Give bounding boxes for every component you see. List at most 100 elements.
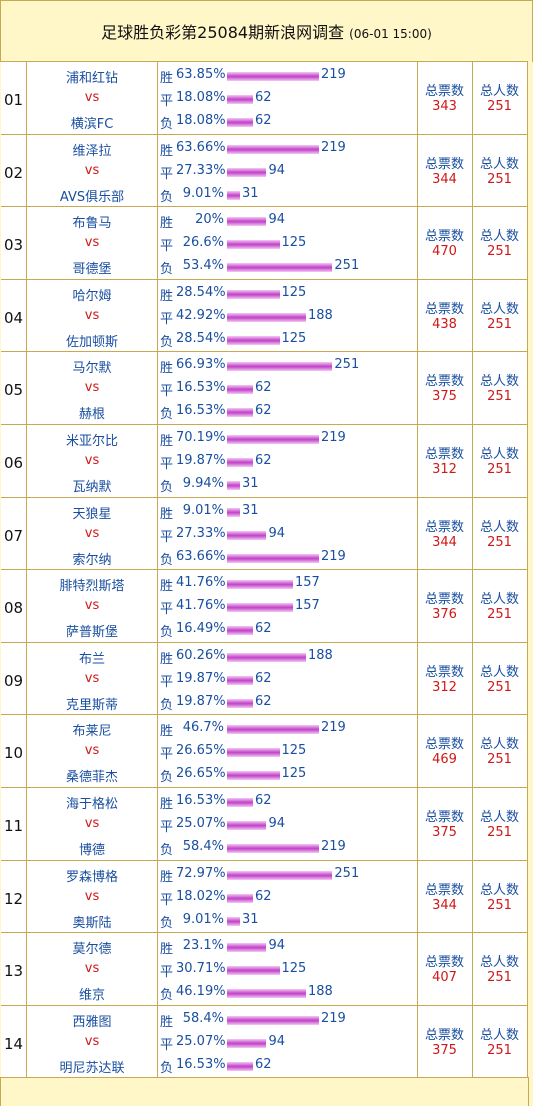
vote-bar xyxy=(227,943,267,953)
cell-border xyxy=(157,788,158,861)
match-no: 09 xyxy=(4,671,24,690)
cell-border xyxy=(417,860,418,934)
cell-border xyxy=(417,642,418,716)
away-team: 横滨FC xyxy=(70,117,114,132)
outcome: 平 xyxy=(160,1037,174,1053)
vs: vs xyxy=(84,307,100,323)
total-people: 251 xyxy=(487,752,512,768)
total-people-label: 总人数 xyxy=(479,737,519,753)
vote-bar xyxy=(227,263,333,273)
cell-border xyxy=(157,425,158,498)
cell-border xyxy=(527,570,528,643)
outcome: 平 xyxy=(160,892,174,908)
total-votes-label: 总票数 xyxy=(424,301,464,317)
percent: 18.02% xyxy=(176,888,226,904)
vote-count: 251 xyxy=(334,865,360,881)
cell-border xyxy=(527,788,528,861)
vote-count: 31 xyxy=(242,502,259,518)
vote-bar xyxy=(227,118,254,127)
outcome: 胜 xyxy=(160,797,174,812)
total-votes-label: 总票数 xyxy=(424,664,464,680)
home-team: 莫尔德 xyxy=(72,942,112,958)
outcome: 负 xyxy=(160,262,174,278)
vs: vs xyxy=(84,670,100,686)
vote-count: 62 xyxy=(255,453,272,468)
match-no: 10 xyxy=(4,744,24,763)
outcome: 胜 xyxy=(160,288,174,304)
vote-count: 94 xyxy=(268,162,286,178)
total-votes: 344 xyxy=(432,171,457,187)
match-no: 05 xyxy=(4,381,24,400)
cell-border xyxy=(26,425,27,498)
percent: 46.7% xyxy=(182,720,224,736)
total-people-label: 总人数 xyxy=(479,519,519,535)
vote-bar xyxy=(227,1015,319,1025)
cell-border xyxy=(417,933,418,1006)
vote-count: 125 xyxy=(281,961,307,977)
total-people: 251 xyxy=(487,679,512,695)
match-no: 03 xyxy=(4,236,24,255)
total-people-label: 总人数 xyxy=(479,810,519,825)
vote-count: 62 xyxy=(255,90,272,105)
vote-count: 251 xyxy=(334,258,360,274)
outcome: 平 xyxy=(160,674,174,690)
outcome: 胜 xyxy=(160,143,174,159)
home-team: 腓特烈斯塔 xyxy=(59,579,125,595)
outcome: 负 xyxy=(160,1060,174,1076)
total-votes-label: 总票数 xyxy=(424,592,464,608)
outcome: 平 xyxy=(160,457,174,472)
outcome: 胜 xyxy=(160,434,174,449)
match-row: 13 莫尔德 vs 维京 胜 23.1% 94 平 30.71% 125 负 46.19% 188 总票数… xyxy=(1,932,528,1006)
cell-border xyxy=(157,642,158,716)
cell-border xyxy=(26,860,27,934)
away-team: 维京 xyxy=(78,988,105,1004)
cell-border xyxy=(417,279,418,353)
vote-count: 62 xyxy=(255,670,272,686)
percent: 9.94% xyxy=(182,476,224,491)
outcome: 胜 xyxy=(160,724,174,740)
match-row: 10 布莱尼 vs 桑德菲杰 胜 46.7% 219 平 26.65% 125 负 26.65% 125… xyxy=(1,714,528,788)
vote-count: 62 xyxy=(255,380,272,396)
vote-bar xyxy=(227,798,254,807)
outcome: 平 xyxy=(160,747,174,763)
outcome: 负 xyxy=(160,189,174,205)
vote-count: 62 xyxy=(255,888,272,904)
vote-count: 219 xyxy=(320,839,346,854)
home-team: 海于格松 xyxy=(65,797,118,812)
vote-bar xyxy=(227,844,319,853)
footer xyxy=(0,1077,529,1106)
vs: vs xyxy=(84,162,100,178)
vote-count: 125 xyxy=(281,330,307,346)
vote-bar xyxy=(227,362,333,372)
total-people: 251 xyxy=(487,99,512,114)
match-row: 09 布兰 vs 克里斯蒂 胜 60.26% 188 平 19.87% 62 负 19.87% 62 总票… xyxy=(1,641,528,716)
vote-count: 219 xyxy=(320,430,346,445)
percent: 28.54% xyxy=(176,284,226,300)
total-people: 251 xyxy=(487,607,512,623)
total-votes: 375 xyxy=(432,825,457,840)
vs: vs xyxy=(84,235,100,251)
home-team: 米亚尔比 xyxy=(65,434,118,449)
cell-border xyxy=(157,860,158,934)
percent: 16.49% xyxy=(176,621,226,637)
percent: 28.54% xyxy=(176,330,226,346)
percent: 16.53% xyxy=(176,380,226,396)
cell-border xyxy=(472,1005,473,1079)
vote-count: 188 xyxy=(307,307,333,323)
total-votes: 407 xyxy=(432,970,457,986)
total-people: 251 xyxy=(487,534,512,550)
cell-border xyxy=(472,207,473,280)
outcome: 平 xyxy=(160,602,174,618)
total-votes: 375 xyxy=(432,1042,457,1058)
vote-count: 31 xyxy=(242,185,259,201)
percent: 60.26% xyxy=(176,647,226,663)
percent: 26.65% xyxy=(176,766,226,782)
match-no: 07 xyxy=(4,526,24,545)
vote-bar xyxy=(227,408,254,418)
cell-border xyxy=(417,788,418,861)
cell-border xyxy=(417,62,418,135)
cell-border xyxy=(26,570,27,643)
total-votes: 469 xyxy=(432,752,457,768)
match-row: 01 浦和红钻 vs 横滨FC 胜 63.85% 219 平 18.08% 62 负 18.08% 62… xyxy=(1,61,528,135)
match-no: 14 xyxy=(4,1034,24,1053)
